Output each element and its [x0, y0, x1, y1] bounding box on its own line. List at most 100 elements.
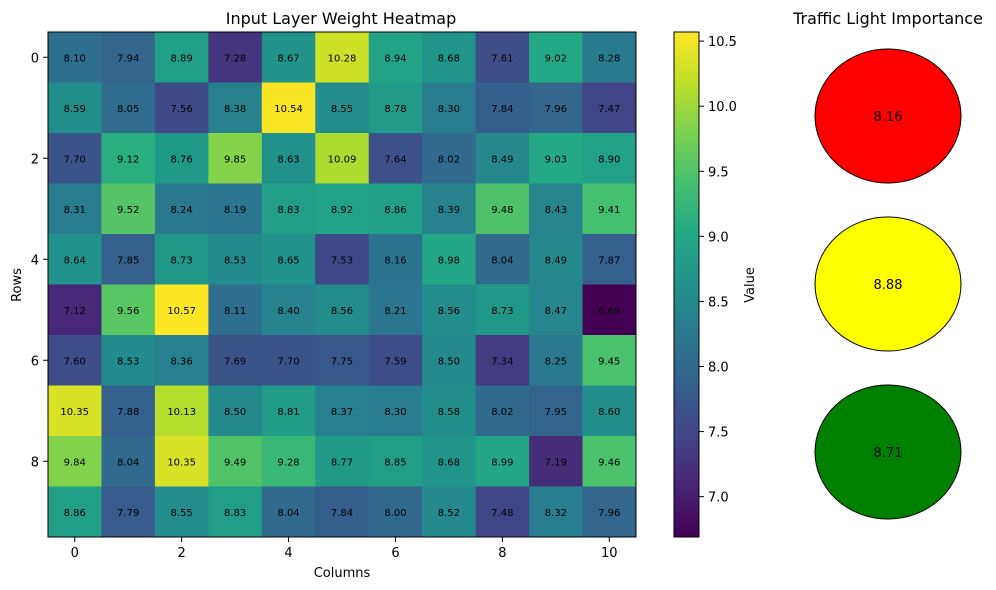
heatmap-cell-label: 7.19: [545, 457, 567, 468]
heatmap-cell-label: 8.30: [438, 104, 460, 115]
heatmap-cell-label: 8.81: [277, 407, 299, 418]
traffic-light-circle: [814, 384, 962, 520]
heatmap-cell-label: 8.89: [171, 53, 193, 64]
colorbar-tick-label: 10.0: [708, 100, 737, 115]
heatmap-cell: [422, 133, 477, 184]
heatmap-cell-label: 9.03: [545, 154, 567, 165]
heatmap-cell-label: 8.73: [491, 306, 513, 317]
heatmap-cell-label: 8.21: [384, 306, 406, 317]
colorbar-ticks: 7.0 7.5 8.0 8.5 9.0 9.5 10.0 10.5: [699, 35, 737, 506]
heatmap-cell: [208, 234, 263, 285]
heatmap-cell-label: 8.60: [598, 407, 620, 418]
heatmap-cell: [315, 133, 370, 184]
heatmap-cell: [48, 335, 102, 386]
heatmap-cell: [368, 284, 423, 336]
heatmap-cell: [315, 436, 370, 487]
heatmap-cell-label: 10.09: [328, 154, 357, 165]
heatmap-cell: [208, 335, 263, 386]
colorbar-tick-label: 9.5: [708, 165, 729, 180]
heatmap-cell: [154, 335, 209, 386]
heatmap-cell-label: 8.83: [224, 508, 246, 519]
heatmap-cell: [529, 82, 584, 134]
x-tick-label: 2: [177, 546, 185, 561]
heatmap-cell: [368, 82, 423, 134]
heatmap-cell: [529, 32, 584, 83]
heatmap-cell-label: 8.04: [277, 508, 299, 519]
heatmap-cell: [475, 82, 530, 134]
y-tick-label: 0: [31, 51, 39, 66]
heatmap-title: Input Layer Weight Heatmap: [226, 9, 457, 28]
heatmap-cell-label: 8.94: [384, 53, 406, 64]
heatmap-cell: [101, 284, 156, 336]
heatmap-cell-label: 9.84: [64, 457, 86, 468]
heatmap-cell-label: 8.56: [331, 306, 353, 317]
heatmap-cell-label: 7.84: [331, 508, 353, 519]
colorbar: [673, 31, 700, 538]
heatmap-cell-label: 8.77: [331, 457, 353, 468]
heatmap-cell: [154, 32, 209, 83]
heatmap-cell-label: 8.68: [438, 53, 460, 64]
heatmap-cell: [422, 82, 477, 134]
heatmap-cell: [261, 32, 316, 83]
colorbar-tick-label: 8.5: [708, 295, 729, 310]
heatmap-cell-label: 8.85: [384, 457, 406, 468]
heatmap-cell-label: 8.25: [545, 356, 567, 367]
heatmap-cell-label: 7.96: [545, 104, 567, 115]
y-tick-label: 8: [31, 455, 39, 470]
heatmap-cell-label: 7.60: [64, 356, 86, 367]
heatmap-cell: [154, 284, 209, 336]
heatmap-cell-label: 9.56: [117, 306, 139, 317]
heatmap-cell: [261, 486, 316, 538]
heatmap-cell: [48, 486, 102, 538]
heatmap-cell-label: 8.49: [545, 255, 567, 266]
traffic-light-value: 8.88: [874, 278, 903, 293]
heatmap-cell-label: 8.64: [64, 255, 86, 266]
heatmap-cell-label: 8.02: [491, 407, 513, 418]
heatmap-cell-label: 8.55: [171, 508, 193, 519]
heatmap-cell-label: 8.52: [438, 508, 460, 519]
heatmap-cell: [475, 486, 530, 538]
heatmap-cell-label: 8.83: [277, 205, 299, 216]
heatmap-cell: [48, 284, 102, 336]
heatmap-cell: [261, 183, 316, 235]
heatmap-cell: [101, 183, 156, 235]
heatmap-cell-label: 7.79: [117, 508, 139, 519]
colorbar-tick-label: 9.0: [708, 230, 729, 245]
heatmap-cell: [582, 82, 637, 134]
heatmap-cell: [582, 234, 637, 285]
heatmap-cell: [475, 234, 530, 285]
heatmap-cell: [154, 385, 209, 437]
heatmap-cell-label: 9.28: [277, 457, 299, 468]
heatmap-cell: [582, 183, 637, 235]
heatmap-cell: [422, 234, 477, 285]
heatmap-cell-label: 10.35: [60, 407, 89, 418]
heatmap-cell-label: 8.65: [277, 255, 299, 266]
y-tick-label: 6: [31, 354, 39, 369]
heatmap-cell: [368, 486, 423, 538]
heatmap-cell-label: 7.64: [384, 154, 406, 165]
heatmap-cell-label: 9.49: [224, 457, 246, 468]
heatmap-cell: [48, 385, 102, 437]
heatmap-cell: [368, 234, 423, 285]
heatmap-y-ticks: 0 2 4 6 8: [31, 51, 48, 470]
y-tick-label: 4: [31, 253, 39, 268]
heatmap-cell-label: 9.02: [545, 53, 567, 64]
traffic-lights: 8.16 8.88 8.71: [814, 48, 962, 520]
heatmap-cell: [529, 284, 584, 336]
heatmap-cell: [422, 183, 477, 235]
heatmap-cell: [368, 385, 423, 437]
heatmap-cell: [261, 335, 316, 386]
heatmap-cell-label: 7.53: [331, 255, 353, 266]
heatmap-cell: [529, 133, 584, 184]
traffic-light-circle: [814, 48, 962, 184]
heatmap-cell-label: 8.31: [64, 205, 86, 216]
heatmap-cell-label: 8.90: [598, 154, 620, 165]
heatmap-cell: [208, 385, 263, 437]
heatmap-cell: [529, 234, 584, 285]
colorbar-tick-label: 10.5: [708, 35, 737, 50]
traffic-light-title: Traffic Light Importance: [792, 9, 983, 28]
heatmap-cell: [582, 486, 637, 538]
heatmap-cell: [315, 284, 370, 336]
heatmap-cell-label: 8.86: [64, 508, 86, 519]
